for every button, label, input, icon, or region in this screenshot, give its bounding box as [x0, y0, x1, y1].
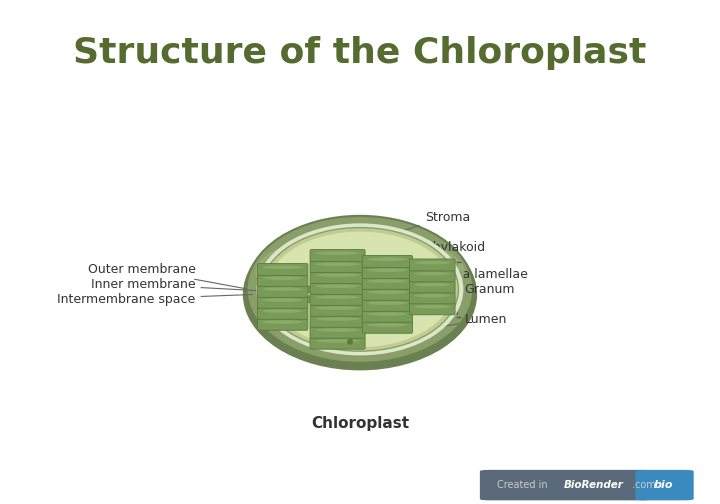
FancyBboxPatch shape [364, 296, 386, 303]
Ellipse shape [243, 218, 477, 370]
Ellipse shape [315, 284, 360, 288]
Ellipse shape [315, 295, 360, 299]
FancyBboxPatch shape [480, 470, 651, 500]
Ellipse shape [367, 269, 408, 272]
FancyBboxPatch shape [364, 276, 386, 283]
Ellipse shape [315, 317, 360, 321]
Ellipse shape [414, 294, 451, 297]
Ellipse shape [414, 261, 451, 265]
Text: Stroma: Stroma [360, 211, 470, 244]
FancyBboxPatch shape [410, 281, 455, 293]
Ellipse shape [261, 228, 459, 351]
FancyBboxPatch shape [410, 292, 455, 304]
FancyBboxPatch shape [258, 319, 308, 330]
FancyBboxPatch shape [364, 286, 386, 293]
Text: Intermembrane space: Intermembrane space [58, 293, 253, 306]
Ellipse shape [263, 266, 303, 269]
Ellipse shape [315, 263, 360, 266]
Text: Structure of the Chloroplast: Structure of the Chloroplast [73, 36, 647, 70]
Ellipse shape [263, 276, 303, 280]
FancyBboxPatch shape [258, 285, 308, 297]
FancyBboxPatch shape [410, 270, 455, 282]
Ellipse shape [414, 283, 451, 286]
Text: Inner membrane: Inner membrane [91, 278, 258, 291]
FancyBboxPatch shape [258, 264, 308, 275]
Ellipse shape [367, 312, 408, 316]
Circle shape [347, 339, 353, 345]
FancyBboxPatch shape [310, 282, 365, 294]
Text: Chloroplast: Chloroplast [311, 416, 409, 431]
FancyBboxPatch shape [258, 275, 308, 286]
FancyBboxPatch shape [258, 307, 308, 320]
Ellipse shape [414, 305, 451, 308]
Ellipse shape [367, 290, 408, 294]
Ellipse shape [315, 273, 360, 277]
Ellipse shape [315, 328, 360, 332]
Ellipse shape [367, 258, 408, 261]
Ellipse shape [263, 320, 303, 324]
Ellipse shape [367, 301, 408, 305]
FancyBboxPatch shape [410, 303, 455, 315]
FancyBboxPatch shape [362, 321, 413, 333]
Text: Granum: Granum [464, 283, 516, 296]
FancyBboxPatch shape [310, 337, 365, 349]
Ellipse shape [263, 298, 303, 302]
Ellipse shape [263, 309, 303, 313]
Ellipse shape [367, 323, 408, 327]
FancyBboxPatch shape [310, 249, 365, 262]
FancyBboxPatch shape [362, 256, 413, 268]
Text: Created in: Created in [498, 480, 551, 490]
FancyBboxPatch shape [310, 293, 365, 305]
FancyBboxPatch shape [362, 277, 413, 289]
Ellipse shape [315, 251, 360, 255]
Ellipse shape [315, 306, 360, 310]
FancyBboxPatch shape [362, 310, 413, 322]
Ellipse shape [367, 279, 408, 283]
FancyBboxPatch shape [258, 296, 308, 308]
FancyBboxPatch shape [635, 470, 694, 500]
FancyBboxPatch shape [310, 304, 365, 317]
FancyBboxPatch shape [410, 259, 455, 271]
Text: Thylakoid: Thylakoid [373, 240, 485, 257]
FancyBboxPatch shape [310, 326, 365, 338]
Ellipse shape [263, 287, 303, 291]
Text: Stroma lamellae: Stroma lamellae [390, 268, 528, 286]
Text: BioRender: BioRender [564, 480, 624, 490]
FancyBboxPatch shape [310, 261, 365, 273]
FancyBboxPatch shape [362, 267, 413, 278]
Ellipse shape [315, 339, 360, 343]
FancyBboxPatch shape [310, 272, 365, 283]
Ellipse shape [414, 272, 451, 276]
Ellipse shape [247, 216, 473, 363]
FancyBboxPatch shape [306, 286, 330, 293]
Text: Outer membrane: Outer membrane [88, 263, 247, 289]
Text: bio: bio [654, 480, 673, 490]
Text: .com: .com [631, 480, 655, 490]
FancyBboxPatch shape [362, 299, 413, 311]
FancyBboxPatch shape [306, 296, 330, 303]
Ellipse shape [256, 223, 464, 355]
FancyBboxPatch shape [310, 316, 365, 327]
FancyBboxPatch shape [362, 288, 413, 300]
Text: Lumen: Lumen [353, 313, 507, 341]
Ellipse shape [256, 234, 464, 309]
Ellipse shape [266, 231, 454, 347]
